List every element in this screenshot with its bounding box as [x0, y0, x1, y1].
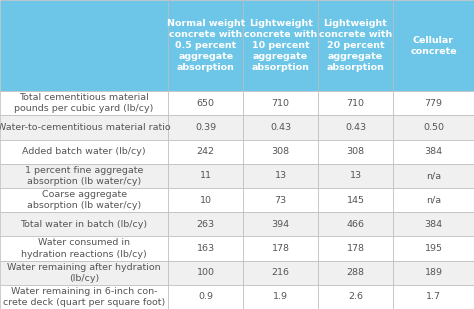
Bar	[168, 91, 243, 115]
Bar	[393, 115, 474, 140]
Text: 710: 710	[272, 99, 290, 108]
Bar	[243, 212, 318, 236]
Text: 11: 11	[200, 171, 212, 180]
Text: Water remaining after hydration
(lb/cy): Water remaining after hydration (lb/cy)	[7, 263, 161, 283]
Text: 100: 100	[197, 268, 215, 277]
Bar	[168, 260, 243, 285]
Text: 73: 73	[274, 196, 287, 205]
Text: n/a: n/a	[426, 171, 441, 180]
Bar	[243, 164, 318, 188]
Text: 650: 650	[197, 99, 215, 108]
Bar	[0, 115, 168, 140]
Bar	[318, 188, 393, 212]
Bar	[168, 236, 243, 260]
Text: 2.6: 2.6	[348, 292, 363, 301]
Text: Total cementitious material
pounds per cubic yard (lb/cy): Total cementitious material pounds per c…	[14, 93, 154, 113]
Text: 779: 779	[425, 99, 442, 108]
Bar	[0, 212, 168, 236]
Text: 384: 384	[424, 220, 443, 229]
Bar	[0, 0, 168, 91]
Text: Total water in batch (lb/cy): Total water in batch (lb/cy)	[20, 220, 148, 229]
Bar	[168, 285, 243, 309]
Text: 1.7: 1.7	[426, 292, 441, 301]
Text: 0.9: 0.9	[198, 292, 213, 301]
Bar	[318, 91, 393, 115]
Text: 216: 216	[272, 268, 290, 277]
Text: Water remaining in 6-inch con-
crete deck (quart per square foot): Water remaining in 6-inch con- crete dec…	[3, 287, 165, 307]
Bar	[0, 260, 168, 285]
Bar	[168, 164, 243, 188]
Text: 0.39: 0.39	[195, 123, 216, 132]
Bar	[168, 0, 243, 91]
Bar	[168, 140, 243, 164]
Bar	[393, 285, 474, 309]
Text: Added batch water (lb/cy): Added batch water (lb/cy)	[22, 147, 146, 156]
Text: Water consumed in
hydration reactions (lb/cy): Water consumed in hydration reactions (l…	[21, 239, 147, 259]
Bar	[243, 115, 318, 140]
Text: 263: 263	[197, 220, 215, 229]
Text: 384: 384	[424, 147, 443, 156]
Bar	[243, 140, 318, 164]
Bar	[318, 140, 393, 164]
Bar	[318, 0, 393, 91]
Bar	[318, 115, 393, 140]
Text: 0.43: 0.43	[270, 123, 291, 132]
Bar	[318, 164, 393, 188]
Bar	[0, 164, 168, 188]
Bar	[0, 188, 168, 212]
Text: 1.9: 1.9	[273, 292, 288, 301]
Text: 394: 394	[272, 220, 290, 229]
Text: 288: 288	[346, 268, 365, 277]
Bar	[243, 236, 318, 260]
Text: 308: 308	[346, 147, 365, 156]
Text: Lightweight
concrete with
10 percent
aggregate
absorption: Lightweight concrete with 10 percent agg…	[244, 19, 317, 72]
Bar	[393, 188, 474, 212]
Text: Cellular
concrete: Cellular concrete	[410, 36, 457, 56]
Bar	[0, 91, 168, 115]
Text: Water-to-cementitious material ratio: Water-to-cementitious material ratio	[0, 123, 171, 132]
Bar	[393, 164, 474, 188]
Text: 308: 308	[272, 147, 290, 156]
Text: 10: 10	[200, 196, 212, 205]
Text: 0.43: 0.43	[345, 123, 366, 132]
Text: 0.50: 0.50	[423, 123, 444, 132]
Bar	[393, 236, 474, 260]
Bar	[393, 260, 474, 285]
Bar	[243, 188, 318, 212]
Text: 163: 163	[197, 244, 215, 253]
Text: Normal weight
concrete with
0.5 percent
aggregate
absorption: Normal weight concrete with 0.5 percent …	[166, 19, 245, 72]
Bar	[393, 0, 474, 91]
Bar	[243, 0, 318, 91]
Text: 195: 195	[425, 244, 442, 253]
Text: 710: 710	[346, 99, 365, 108]
Bar	[243, 285, 318, 309]
Text: 13: 13	[274, 171, 287, 180]
Bar	[318, 236, 393, 260]
Text: 145: 145	[346, 196, 365, 205]
Bar	[318, 212, 393, 236]
Text: 242: 242	[197, 147, 215, 156]
Bar	[0, 236, 168, 260]
Bar	[243, 260, 318, 285]
Text: n/a: n/a	[426, 196, 441, 205]
Text: 1 percent fine aggregate
absorption (lb water/cy): 1 percent fine aggregate absorption (lb …	[25, 166, 143, 186]
Bar	[0, 285, 168, 309]
Text: 178: 178	[346, 244, 365, 253]
Text: Lightweight
concrete with
20 percent
aggregate
absorption: Lightweight concrete with 20 percent agg…	[319, 19, 392, 72]
Bar	[168, 188, 243, 212]
Text: Coarse aggregate
absorption (lb water/cy): Coarse aggregate absorption (lb water/cy…	[27, 190, 141, 210]
Bar	[168, 212, 243, 236]
Bar	[243, 91, 318, 115]
Bar	[0, 140, 168, 164]
Text: 13: 13	[349, 171, 362, 180]
Text: 189: 189	[425, 268, 442, 277]
Text: 178: 178	[272, 244, 290, 253]
Bar	[168, 115, 243, 140]
Bar	[393, 91, 474, 115]
Bar	[318, 285, 393, 309]
Bar	[393, 140, 474, 164]
Bar	[318, 260, 393, 285]
Text: 466: 466	[346, 220, 365, 229]
Bar	[393, 212, 474, 236]
